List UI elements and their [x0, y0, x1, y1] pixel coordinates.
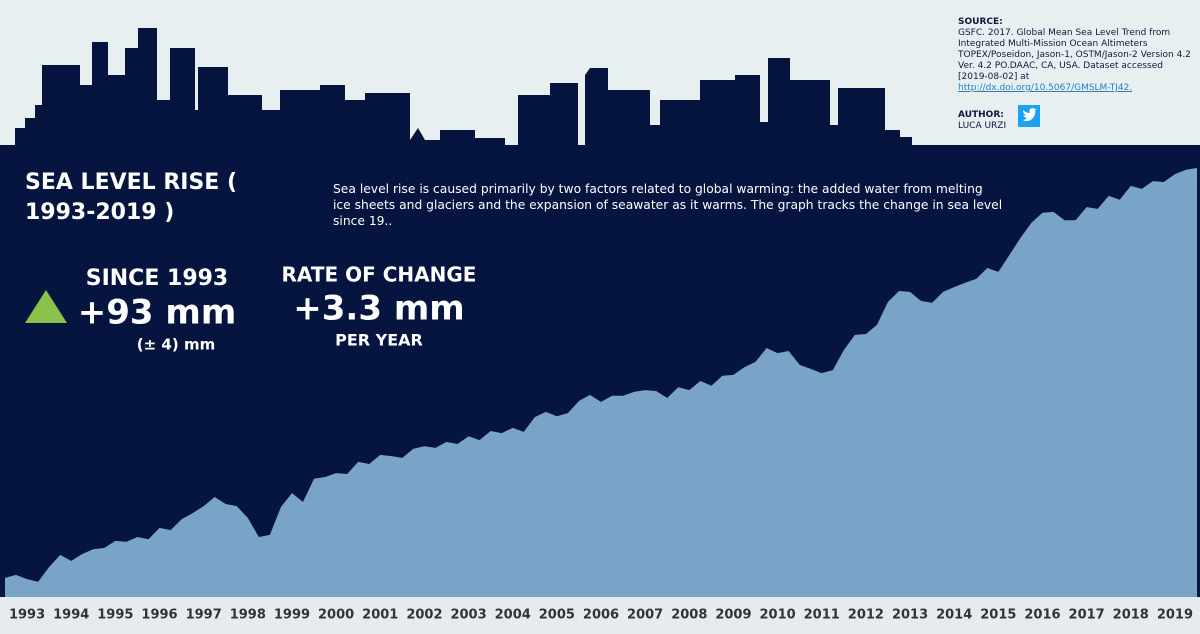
since-error: (± 4) mm [137, 336, 215, 354]
up-arrow [25, 290, 67, 323]
x-tick-label: 2015 [980, 608, 1016, 623]
rate-label: RATE OF CHANGE [282, 263, 477, 287]
x-tick-label: 2006 [583, 608, 619, 623]
twitter-bird [1023, 108, 1037, 122]
x-tick-label: 2004 [495, 608, 531, 623]
x-tick-label: 2012 [848, 608, 884, 623]
description: Sea level rise is caused primarily by tw… [333, 182, 1003, 228]
x-tick-label: 2003 [450, 608, 486, 623]
x-tick-label: 2018 [1113, 608, 1149, 623]
source-text: GSFC. 2017. Global Mean Sea Level Trend … [958, 28, 1191, 82]
x-tick-label: 1999 [274, 608, 310, 623]
since-value: +93 mm [78, 293, 237, 333]
x-tick-label: 1998 [230, 608, 266, 623]
x-tick-label: 2005 [539, 608, 575, 623]
x-tick-label: 2007 [627, 608, 663, 623]
x-tick-label: 2014 [936, 608, 972, 623]
x-tick-label: 2016 [1024, 608, 1060, 623]
x-tick-label: 2008 [671, 608, 707, 623]
source-block: SOURCE: GSFC. 2017. Global Mean Sea Leve… [958, 17, 1193, 132]
skyline [0, 28, 912, 145]
x-axis-strip [0, 597, 1200, 634]
x-tick-label: 2001 [362, 608, 398, 623]
source-heading: SOURCE: [958, 17, 1003, 27]
x-tick-label: 2013 [892, 608, 928, 623]
since-label: SINCE 1993 [86, 266, 229, 291]
author-heading: AUTHOR: [958, 110, 1004, 120]
x-tick-label: 2011 [804, 608, 840, 623]
source-link[interactable]: http://dx.doi.org/10.5067/GMSLM-TJ42. [958, 83, 1133, 93]
chart-title: SEA LEVEL RISE ( 1993-2019 ) [25, 170, 238, 225]
x-tick-label: 2010 [759, 608, 795, 623]
x-tick-label: 1993 [9, 608, 45, 623]
x-tick-label: 2009 [715, 608, 751, 623]
rate-value: +3.3 mm [293, 289, 464, 329]
x-tick-label: 1995 [97, 608, 133, 623]
x-tick-label: 2002 [406, 608, 442, 623]
area [5, 168, 1197, 598]
author: LUCA URZI [958, 121, 1007, 131]
x-tick-label: 1994 [53, 608, 89, 623]
rate-unit: PER YEAR [335, 331, 423, 350]
x-tick-label: 2019 [1157, 608, 1193, 623]
x-tick-label: 2017 [1069, 608, 1105, 623]
x-tick-label: 2000 [318, 608, 354, 623]
x-tick-label: 1996 [141, 608, 177, 623]
x-tick-label: 1997 [186, 608, 222, 623]
